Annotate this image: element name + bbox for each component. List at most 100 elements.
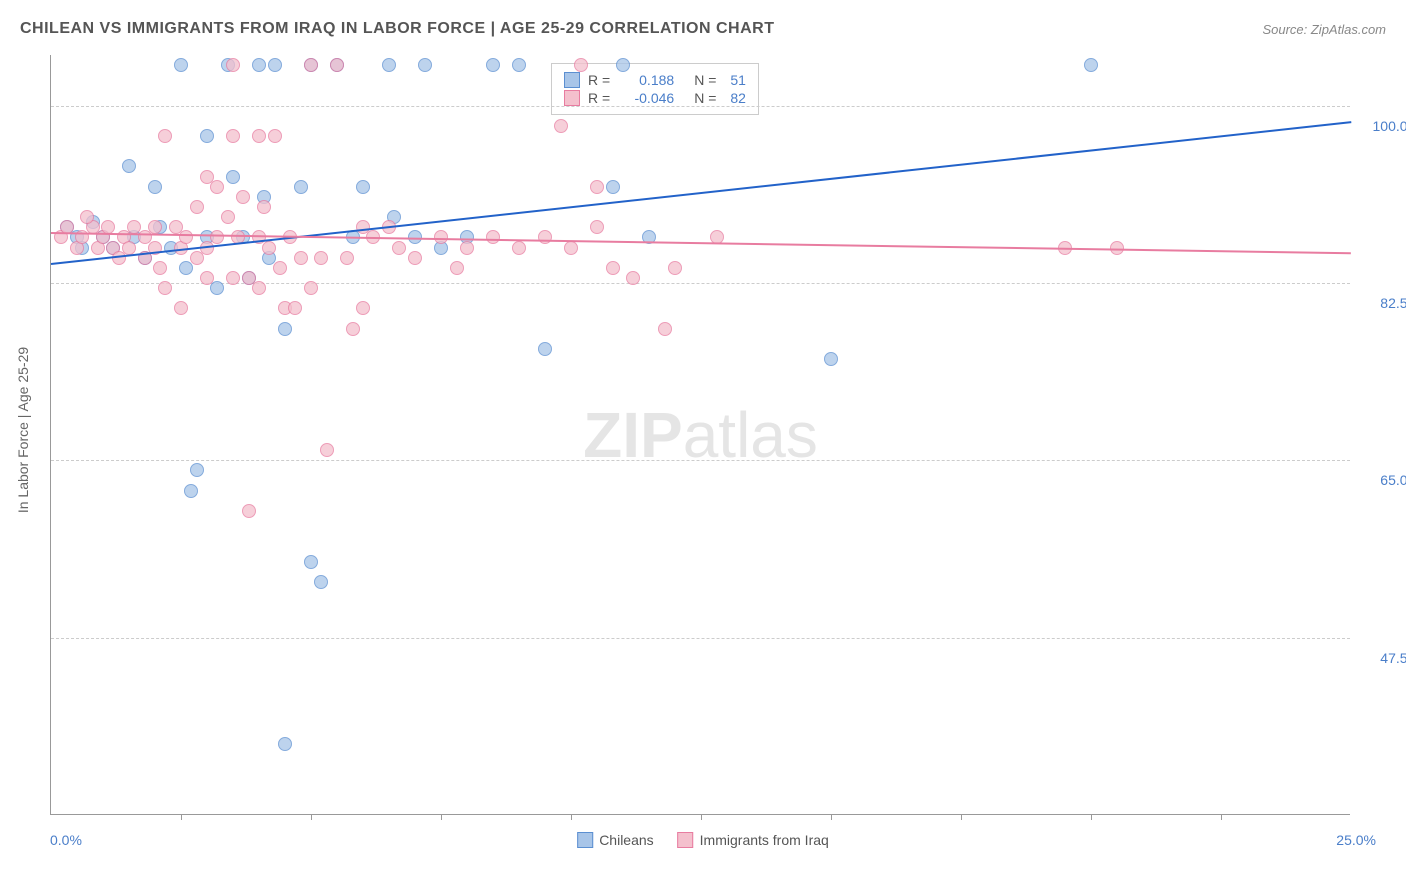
scatter-point xyxy=(486,58,500,72)
scatter-point xyxy=(330,58,344,72)
legend-row: R =-0.046N =82 xyxy=(564,90,746,106)
legend-r-value: 0.188 xyxy=(624,72,674,88)
legend-n-label: N = xyxy=(694,90,716,106)
scatter-point xyxy=(242,504,256,518)
scatter-point xyxy=(184,484,198,498)
series-legend-label: Chileans xyxy=(599,832,653,848)
scatter-point xyxy=(252,58,266,72)
series-legend-item: Immigrants from Iraq xyxy=(678,832,829,848)
gridline xyxy=(51,638,1350,639)
y-axis-label: In Labor Force | Age 25-29 xyxy=(15,347,31,513)
scatter-point xyxy=(314,251,328,265)
legend-swatch-icon xyxy=(577,832,593,848)
scatter-point xyxy=(1084,58,1098,72)
gridline xyxy=(51,460,1350,461)
scatter-point xyxy=(1110,241,1124,255)
scatter-point xyxy=(158,129,172,143)
scatter-point xyxy=(148,220,162,234)
scatter-point xyxy=(450,261,464,275)
scatter-point xyxy=(460,241,474,255)
y-tick-label: 47.5% xyxy=(1360,650,1406,666)
scatter-point xyxy=(512,58,526,72)
scatter-point xyxy=(486,230,500,244)
legend-n-value: 82 xyxy=(730,90,746,106)
legend-n-value: 51 xyxy=(730,72,746,88)
scatter-point xyxy=(356,180,370,194)
scatter-point xyxy=(122,159,136,173)
scatter-point xyxy=(320,443,334,457)
scatter-point xyxy=(824,352,838,366)
legend-swatch-icon xyxy=(564,90,580,106)
scatter-point xyxy=(278,322,292,336)
scatter-point xyxy=(574,58,588,72)
series-legend-item: Chileans xyxy=(577,832,653,848)
scatter-point xyxy=(252,129,266,143)
scatter-point xyxy=(148,180,162,194)
scatter-point xyxy=(158,281,172,295)
scatter-point xyxy=(174,58,188,72)
x-tick xyxy=(701,814,702,820)
x-tick xyxy=(571,814,572,820)
scatter-point xyxy=(392,241,406,255)
scatter-point xyxy=(278,737,292,751)
scatter-point xyxy=(179,230,193,244)
scatter-point xyxy=(590,180,604,194)
scatter-point xyxy=(190,463,204,477)
scatter-point xyxy=(304,58,318,72)
scatter-point xyxy=(418,58,432,72)
y-tick-label: 100.0% xyxy=(1360,118,1406,134)
scatter-point xyxy=(257,200,271,214)
x-axis-max-label: 25.0% xyxy=(1336,832,1376,848)
scatter-point xyxy=(382,58,396,72)
scatter-point xyxy=(564,241,578,255)
scatter-point xyxy=(356,301,370,315)
scatter-point xyxy=(408,251,422,265)
scatter-point xyxy=(153,261,167,275)
scatter-point xyxy=(346,322,360,336)
scatter-point xyxy=(226,271,240,285)
legend-n-label: N = xyxy=(694,72,716,88)
scatter-point xyxy=(210,281,224,295)
scatter-point xyxy=(226,170,240,184)
scatter-point xyxy=(252,281,266,295)
scatter-point xyxy=(668,261,682,275)
x-tick xyxy=(831,814,832,820)
scatter-point xyxy=(236,190,250,204)
scatter-point xyxy=(626,271,640,285)
x-tick xyxy=(961,814,962,820)
legend-r-label: R = xyxy=(588,90,610,106)
scatter-point xyxy=(340,251,354,265)
x-tick xyxy=(1091,814,1092,820)
scatter-point xyxy=(210,230,224,244)
scatter-point xyxy=(80,210,94,224)
scatter-point xyxy=(616,58,630,72)
x-tick xyxy=(181,814,182,820)
x-tick xyxy=(311,814,312,820)
scatter-point xyxy=(210,180,224,194)
scatter-point xyxy=(304,555,318,569)
scatter-point xyxy=(190,200,204,214)
scatter-point xyxy=(512,241,526,255)
y-tick-label: 82.5% xyxy=(1360,295,1406,311)
scatter-point xyxy=(554,119,568,133)
scatter-point xyxy=(174,301,188,315)
series-legend-label: Immigrants from Iraq xyxy=(700,832,829,848)
scatter-point xyxy=(268,129,282,143)
scatter-point xyxy=(262,241,276,255)
legend-r-label: R = xyxy=(588,72,610,88)
scatter-point xyxy=(606,180,620,194)
y-tick-label: 65.0% xyxy=(1360,472,1406,488)
scatter-point xyxy=(288,301,302,315)
scatter-point xyxy=(200,271,214,285)
scatter-point xyxy=(226,129,240,143)
gridline xyxy=(51,106,1350,107)
scatter-point xyxy=(294,180,308,194)
series-legend: Chileans Immigrants from Iraq xyxy=(577,832,829,848)
scatter-point xyxy=(268,58,282,72)
scatter-point xyxy=(606,261,620,275)
scatter-point xyxy=(538,230,552,244)
scatter-point xyxy=(314,575,328,589)
x-tick xyxy=(1221,814,1222,820)
plot-area: ZIPatlas R =0.188N =51R =-0.046N =82 47.… xyxy=(50,55,1350,815)
legend-swatch-icon xyxy=(564,72,580,88)
